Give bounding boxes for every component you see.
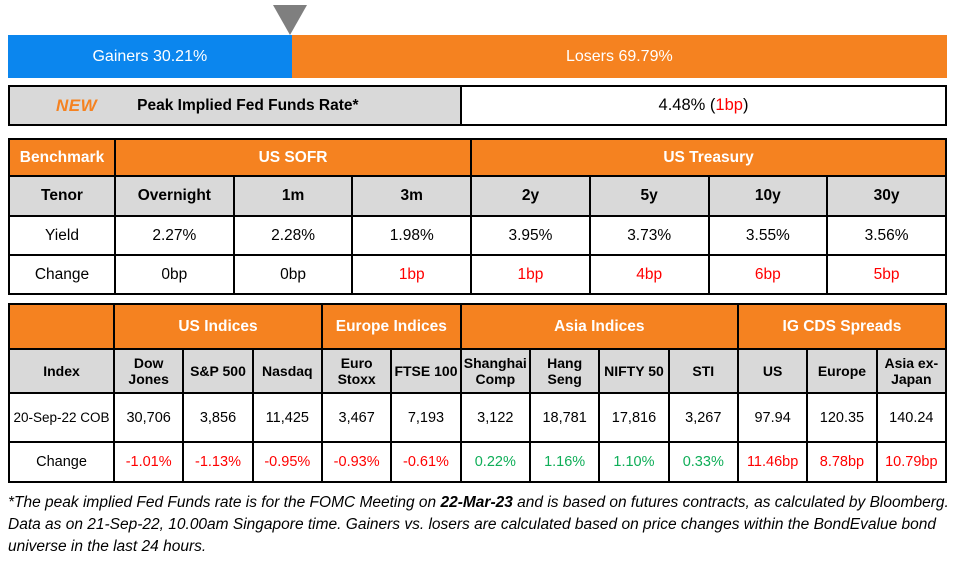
index-column-header: Euro Stoxx	[320, 348, 393, 394]
index-change-cell: -0.93%	[320, 441, 393, 483]
indices-column-header-row: Index Dow Jones S&P 500 Nasdaq Euro Stox…	[8, 348, 948, 394]
gainers-losers-bar: Gainers 30.21% Losers 69.79%	[8, 35, 947, 78]
peak-rate-change: 1bp	[715, 96, 743, 114]
asia-indices-group-header: Asia Indices	[459, 303, 739, 350]
change-row-label: Change	[8, 441, 115, 483]
change-row-label: Change	[8, 254, 116, 295]
change-cell: 1bp	[470, 254, 591, 295]
footnote-text-after: and is based on futures contracts, as ca…	[8, 494, 949, 556]
benchmark-change-row: Change 0bp 0bp 1bp 1bp 4bp 6bp 5bp	[8, 254, 947, 295]
index-value-cell: 140.24	[875, 392, 948, 443]
change-cell: 0bp	[232, 254, 354, 295]
yield-cell: 2.27%	[114, 215, 235, 256]
index-change-cell: -0.95%	[251, 441, 323, 483]
us-sofr-group-header: US SOFR	[113, 138, 473, 177]
index-value-cell: 3,467	[320, 392, 393, 443]
tenor-cell: 30y	[826, 175, 947, 217]
index-value-cell: 7,193	[390, 392, 462, 443]
tenor-cell: 5y	[588, 175, 710, 217]
index-column-header: Europe	[806, 348, 878, 394]
losers-bar-segment: Losers 69.79%	[291, 35, 947, 78]
benchmark-header-row: Benchmark US SOFR US Treasury	[8, 138, 947, 177]
index-change-cell: 1.10%	[598, 441, 670, 483]
yield-cell: 3.55%	[707, 215, 829, 256]
us-indices-group-header: US Indices	[113, 303, 323, 350]
index-value-cell: 17,816	[598, 392, 670, 443]
index-change-cell: 11.46bp	[736, 441, 809, 483]
index-value-cell: 3,122	[459, 392, 531, 443]
new-badge: NEW	[56, 95, 98, 115]
change-cell: 4bp	[588, 254, 710, 295]
yield-row-label: Yield	[8, 215, 116, 256]
losers-label: Losers 69.79%	[565, 47, 673, 65]
peak-fed-funds-row: NEW Peak Implied Fed Funds Rate* 4.48% (…	[8, 85, 947, 126]
indices-table: US Indices Europe Indices Asia Indices I…	[8, 303, 948, 483]
index-column-header: Nasdaq	[251, 348, 323, 394]
peak-fed-funds-value-cell: 4.48% (1bp)	[462, 85, 947, 126]
index-change-cell: -1.13%	[182, 441, 254, 483]
tenor-cell: Overnight	[114, 175, 235, 217]
index-column-header: NIFTY 50	[598, 348, 670, 394]
tenor-cell: 3m	[351, 175, 473, 217]
change-cell: 1bp	[351, 254, 473, 295]
date-row-label: 20-Sep-22 COB	[8, 392, 115, 443]
tenor-cell: 1m	[232, 175, 354, 217]
tenor-cell: 2y	[470, 175, 591, 217]
index-change-cell: 10.79bp	[875, 441, 948, 483]
index-change-cell: -0.61%	[390, 441, 462, 483]
index-column-header: US	[736, 348, 809, 394]
change-cell: 0bp	[114, 254, 235, 295]
tenor-cell: 10y	[707, 175, 829, 217]
indices-header-row: US Indices Europe Indices Asia Indices I…	[8, 303, 948, 350]
europe-indices-group-header: Europe Indices	[320, 303, 462, 350]
index-change-cell: 1.16%	[528, 441, 601, 483]
tenor-row-label: Tenor	[8, 175, 116, 217]
ig-cds-spreads-group-header: IG CDS Spreads	[736, 303, 948, 350]
index-column-header: Shanghai Comp	[459, 348, 531, 394]
indices-change-row: Change -1.01% -1.13% -0.95% -0.93% -0.61…	[8, 441, 948, 483]
peak-fed-funds-label: Peak Implied Fed Funds Rate*	[137, 96, 359, 114]
yield-cell: 2.28%	[232, 215, 354, 256]
yield-cell: 1.98%	[351, 215, 473, 256]
peak-rate-value-close: )	[742, 96, 749, 114]
index-row-label: Index	[8, 348, 115, 394]
index-change-cell: 8.78bp	[806, 441, 878, 483]
footnote: *The peak implied Fed Funds rate is for …	[8, 492, 949, 558]
yield-cell: 3.73%	[588, 215, 710, 256]
index-value-cell: 11,425	[251, 392, 323, 443]
index-column-header: Dow Jones	[112, 348, 185, 394]
index-value-cell: 30,706	[112, 392, 185, 443]
change-cell: 5bp	[826, 254, 947, 295]
gainers-bar-segment: Gainers 30.21%	[8, 35, 292, 78]
index-column-header: Asia ex-Japan	[875, 348, 948, 394]
yield-cell: 3.56%	[826, 215, 947, 256]
benchmark-table: Benchmark US SOFR US Treasury Tenor Over…	[8, 138, 947, 295]
index-value-cell: 3,267	[667, 392, 739, 443]
index-value-cell: 120.35	[806, 392, 878, 443]
yield-cell: 3.95%	[470, 215, 591, 256]
peak-rate-value: 4.48% (	[658, 96, 716, 114]
index-column-header: S&P 500	[182, 348, 254, 394]
position-pointer-triangle-icon	[273, 5, 307, 35]
benchmark-yield-row: Yield 2.27% 2.28% 1.98% 3.95% 3.73% 3.55…	[8, 215, 947, 256]
indices-corner-header	[8, 303, 115, 350]
benchmark-corner-header: Benchmark	[8, 138, 116, 177]
index-change-cell: 0.33%	[667, 441, 739, 483]
footnote-text-before: *The peak implied Fed Funds rate is for …	[8, 494, 441, 511]
index-change-cell: -1.01%	[112, 441, 185, 483]
index-change-cell: 0.22%	[459, 441, 531, 483]
index-column-header: FTSE 100	[390, 348, 462, 394]
us-treasury-group-header: US Treasury	[470, 138, 947, 177]
gainers-label: Gainers 30.21%	[92, 47, 208, 65]
indices-value-row: 20-Sep-22 COB 30,706 3,856 11,425 3,467 …	[8, 392, 948, 443]
index-value-cell: 3,856	[182, 392, 254, 443]
footnote-bold-date: 22-Mar-23	[440, 494, 513, 511]
change-cell: 6bp	[707, 254, 829, 295]
peak-fed-funds-label-cell: NEW Peak Implied Fed Funds Rate*	[8, 85, 462, 126]
benchmark-tenor-row: Tenor Overnight 1m 3m 2y 5y 10y 30y	[8, 175, 947, 217]
index-value-cell: 18,781	[528, 392, 601, 443]
index-column-header: Hang Seng	[528, 348, 601, 394]
index-value-cell: 97.94	[736, 392, 809, 443]
index-column-header: STI	[667, 348, 739, 394]
